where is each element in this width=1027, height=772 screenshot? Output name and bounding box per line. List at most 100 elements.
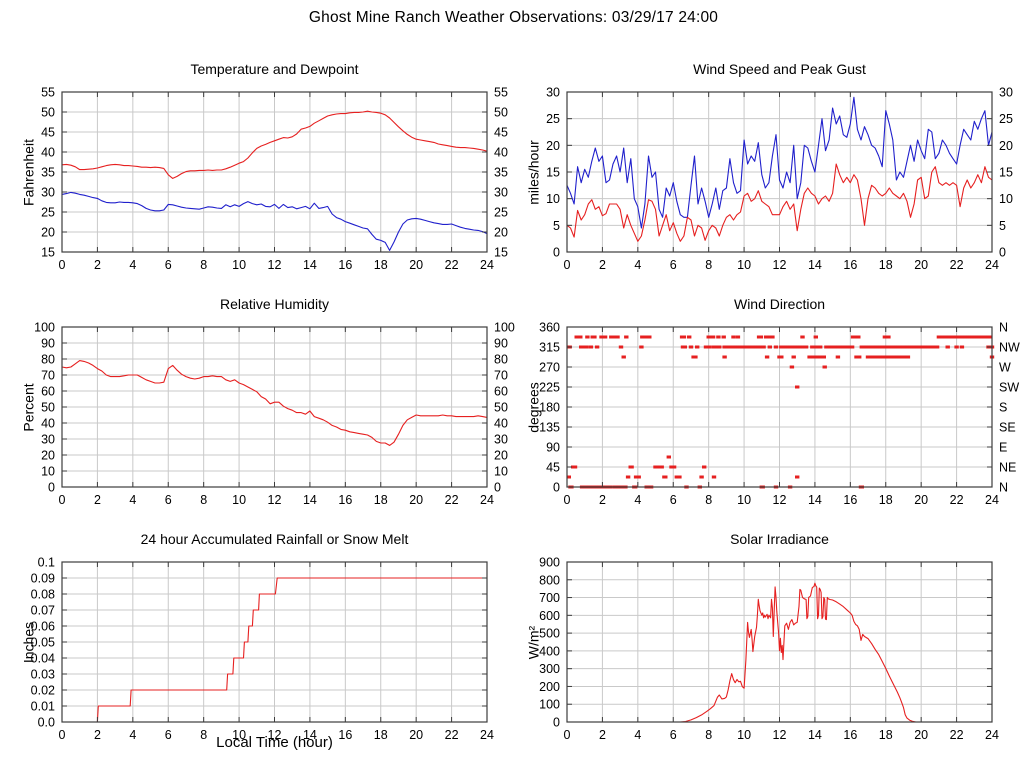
series-temperature	[61, 110, 488, 179]
x-tick-label: 6	[670, 493, 677, 507]
y-tick-label-right: 25	[999, 112, 1013, 126]
y-tick-label: 360	[539, 321, 560, 335]
x-tick-label: 6	[165, 493, 172, 507]
x-tick-label: 10	[737, 728, 751, 742]
y-tick-label-right: SE	[999, 421, 1016, 435]
y-tick-label-right: 30	[494, 433, 508, 447]
series-dewpoint	[61, 191, 488, 251]
y-tick-label-right: 10	[999, 192, 1013, 206]
x-tick-label: 16	[338, 728, 352, 742]
y-tick-label-right: 60	[494, 385, 508, 399]
chart-solar-irradiance: Solar Irradiance W/m² 0 2 4 6 8 10 12 14 16 18 20 2…	[512, 526, 1027, 742]
x-axis-label: Local Time (hour)	[216, 734, 333, 751]
x-tick-label: 22	[950, 493, 964, 507]
chart-title: Temperature and Dewpoint	[190, 61, 359, 77]
y-tick-label: 0.09	[31, 572, 55, 586]
y-tick-label-right: W	[999, 361, 1011, 375]
x-tick-label: 16	[843, 728, 857, 742]
x-tick-label: 18	[879, 493, 893, 507]
y-tick-label: 500	[539, 627, 560, 641]
y-tick-label-right: 0	[494, 481, 501, 495]
x-tick-label: 0	[564, 258, 571, 272]
x-tick-label: 24	[985, 728, 999, 742]
y-tick-label: 10	[41, 465, 55, 479]
x-tick-label: 16	[338, 258, 352, 272]
y-tick-label: 800	[539, 573, 560, 587]
plot-svg-accumulated-rainfall: 0 2 4 6 8 10 12 14 16 18 20 22 240.00.010.020.030.04…	[31, 556, 494, 743]
x-tick-label: 24	[480, 258, 494, 272]
x-tick-label: 22	[445, 728, 459, 742]
x-tick-label: 4	[634, 258, 641, 272]
y-tick-label: 0.05	[31, 636, 55, 650]
x-tick-label: 24	[480, 493, 494, 507]
x-tick-label: 18	[374, 493, 388, 507]
chart-title: Relative Humidity	[220, 296, 329, 312]
y-tick-label: 100	[539, 698, 560, 712]
y-tick-label: 0	[553, 716, 560, 730]
plot-area: 0 2 4 6 8 10 12 14 16 18 20 22 24 0 0 5 5 10 10 15 15 20 20 25 2…	[512, 82, 1027, 291]
y-tick-label-right: 55	[494, 86, 508, 100]
page-title: Ghost Mine Ranch Weather Observations: 0…	[308, 9, 719, 26]
y-tick-label: 90	[546, 441, 560, 455]
y-tick-label: 400	[539, 644, 560, 658]
y-tick-label-right: 40	[494, 417, 508, 431]
x-tick-label: 22	[950, 728, 964, 742]
y-tick-label-right: S	[999, 401, 1007, 415]
series-peak-gust	[566, 96, 993, 229]
gridlines	[62, 92, 487, 252]
y-tick-label: 30	[41, 186, 55, 200]
x-tick-label: 2	[599, 258, 606, 272]
x-tick-label: 20	[914, 493, 928, 507]
x-tick-label: 4	[129, 728, 136, 742]
plot-area: 0 2 4 6 8 10 12 14 16 18 20 22 24 0 100 200 300 400 500 600…	[512, 552, 1027, 761]
series-solar-irradiance	[567, 582, 992, 723]
y-tick-label: 0.03	[31, 668, 55, 682]
y-tick-label: 0.02	[31, 684, 55, 698]
y-tick-label-right: 30	[999, 86, 1013, 100]
x-tick-label: 22	[950, 258, 964, 272]
y-tick-label: 90	[41, 337, 55, 351]
x-tick-label: 4	[129, 493, 136, 507]
y-tick-label: 40	[41, 146, 55, 160]
series-wind-speed	[566, 163, 993, 242]
y-tick-label: 315	[539, 341, 560, 355]
x-tick-label: 12	[773, 493, 787, 507]
x-tick-label: 10	[232, 258, 246, 272]
x-tick-label: 2	[94, 728, 101, 742]
x-tick-label: 14	[808, 728, 822, 742]
x-tick-label: 18	[374, 728, 388, 742]
chart-title: Solar Irradiance	[730, 531, 829, 547]
y-tick-label: 5	[553, 219, 560, 233]
x-tick-label: 20	[409, 728, 423, 742]
series-wind-direction	[566, 335, 995, 489]
y-tick-label: 700	[539, 591, 560, 605]
y-tick-label: 225	[539, 381, 560, 395]
x-tick-label: 0	[59, 493, 66, 507]
gridlines	[567, 92, 992, 252]
y-tick-label: 50	[41, 401, 55, 415]
y-tick-label: 70	[41, 369, 55, 383]
y-tick-label: 60	[41, 385, 55, 399]
x-tick-label: 18	[879, 728, 893, 742]
chart-title: 24 hour Accumulated Rainfall or Snow Mel…	[140, 531, 409, 547]
y-tick-label-right: 50	[494, 106, 508, 120]
x-tick-label: 24	[985, 258, 999, 272]
x-tick-label: 6	[165, 728, 172, 742]
x-tick-label: 24	[480, 728, 494, 742]
x-tick-label: 0	[59, 258, 66, 272]
y-tick-label-right: 45	[494, 126, 508, 140]
y-tick-label: 15	[41, 246, 55, 260]
y-tick-label: 0.07	[31, 604, 55, 618]
x-tick-label: 0	[59, 728, 66, 742]
y-tick-label: 180	[539, 401, 560, 415]
y-tick-label: 0	[553, 481, 560, 495]
y-tick-label: 15	[546, 166, 560, 180]
y-tick-label-right: 100	[494, 321, 515, 335]
y-tick-label: 40	[41, 417, 55, 431]
y-tick-label: 0.04	[31, 652, 55, 666]
x-tick-label: 6	[670, 258, 677, 272]
